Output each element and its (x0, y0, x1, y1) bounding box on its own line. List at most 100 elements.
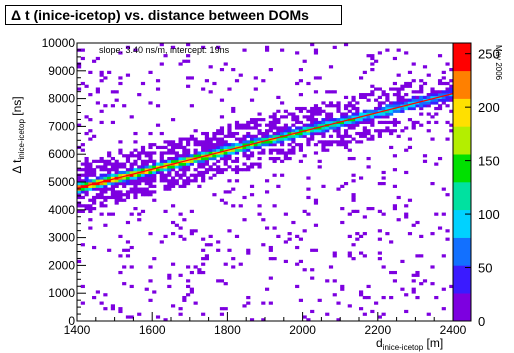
heatmap-cell (186, 59, 191, 63)
heatmap-cell (332, 254, 337, 258)
heatmap-cell (118, 140, 123, 144)
heatmap-cell (377, 95, 382, 99)
heatmap-cell (434, 212, 439, 216)
heatmap-cell (234, 120, 240, 125)
heatmap-cell (133, 184, 138, 188)
heatmap-cell (283, 259, 288, 264)
heatmap-cell (381, 176, 386, 180)
y-axis-label-delta: Δ (10, 166, 24, 174)
heatmap-cell (186, 265, 191, 269)
heatmap-cell (415, 270, 420, 275)
y-axis-label: Δ tinice-icetop [ns] (10, 96, 27, 173)
heatmap-cell (366, 129, 371, 133)
heatmap-cell (336, 143, 341, 147)
heatmap-cell (84, 131, 89, 136)
heatmap-cell (336, 131, 341, 136)
heatmap-cell (362, 312, 367, 316)
heatmap-cell (182, 173, 187, 177)
heatmap-cell (182, 137, 187, 141)
heatmap-cell (84, 190, 89, 194)
heatmap-cell (129, 176, 134, 180)
heatmap-cell (249, 140, 255, 144)
heatmap-cell (265, 137, 270, 141)
heatmap-cell (287, 237, 292, 241)
heatmap-cell (366, 115, 371, 119)
heatmap-cell (178, 156, 183, 161)
heatmap-cell (370, 120, 375, 125)
heatmap-cell (107, 151, 112, 155)
heatmap-cell (223, 159, 228, 163)
title-delta: Δ (11, 7, 22, 23)
heatmap-cell (125, 179, 131, 183)
heatmap-cell (366, 118, 371, 122)
heatmap-cell (249, 98, 255, 102)
heatmap-cell (231, 159, 236, 163)
heatmap-cell (193, 148, 198, 152)
z-tick-label: 200 (478, 100, 500, 115)
heatmap-cell (155, 123, 161, 127)
heatmap-cell (377, 209, 382, 213)
heatmap-cell (95, 87, 100, 91)
heatmap-cell (347, 109, 352, 113)
heatmap-cell (242, 162, 247, 166)
heatmap-cell (434, 101, 439, 105)
heatmap-cell (272, 159, 277, 163)
heatmap-cell (291, 112, 296, 116)
heatmap-cell (295, 234, 300, 238)
heatmap-cell (152, 179, 157, 183)
heatmap-cell (253, 118, 258, 122)
heatmap-cell (186, 284, 191, 289)
heatmap-cell (268, 301, 273, 305)
heatmap-cell (107, 182, 112, 186)
heatmap-cell (107, 179, 112, 183)
heatmap-cell (306, 81, 311, 86)
heatmap-cell (317, 106, 322, 111)
heatmap-cell (114, 198, 119, 202)
x-axis-label-sub: inice-icetop (383, 343, 424, 352)
heatmap-cell (118, 195, 123, 200)
heatmap-cell (137, 182, 142, 186)
heatmap-cell (249, 134, 255, 138)
heatmap-cell (400, 101, 405, 105)
heatmap-cell (415, 220, 420, 225)
heatmap-cell (404, 51, 409, 55)
heatmap-cell (370, 134, 375, 138)
heatmap-cell (129, 168, 134, 172)
heatmap-cell (306, 143, 311, 147)
heatmap-cell (332, 129, 337, 133)
heatmap-cell (186, 165, 191, 169)
y-tick-label: 9000 (48, 64, 75, 78)
heatmap-cell (400, 129, 405, 133)
heatmap-cell (186, 84, 191, 88)
heatmap-cell (152, 151, 157, 155)
heatmap-cell (283, 129, 288, 133)
heatmap-cell (122, 173, 127, 177)
color-scale-band (453, 182, 471, 211)
heatmap-cell (370, 137, 375, 141)
heatmap-cell (118, 51, 123, 55)
heatmap-cell (359, 307, 364, 311)
heatmap-cell (283, 131, 288, 136)
heatmap-cell (426, 112, 431, 116)
heatmap-cell (193, 159, 198, 163)
heatmap-cell (167, 165, 172, 169)
heatmap-cell (396, 195, 401, 200)
heatmap-cell (302, 106, 307, 111)
heatmap-cell (80, 168, 85, 172)
heatmap-cell (118, 162, 123, 166)
heatmap-cell (110, 104, 115, 108)
heatmap-cell (265, 45, 270, 49)
heatmap-cell (377, 101, 382, 105)
heatmap-cell (407, 232, 413, 236)
heatmap-cell (118, 307, 123, 311)
heatmap-cell (227, 229, 232, 233)
heatmap-cell (107, 187, 112, 191)
heatmap-cell (178, 173, 183, 177)
heatmap-cell (328, 134, 334, 138)
heatmap-cell (99, 120, 104, 125)
heatmap-cell (197, 156, 202, 161)
heatmap-cell (129, 162, 134, 166)
heatmap-cell (246, 301, 251, 305)
heatmap-cell (92, 168, 97, 172)
heatmap-cell (310, 137, 315, 141)
